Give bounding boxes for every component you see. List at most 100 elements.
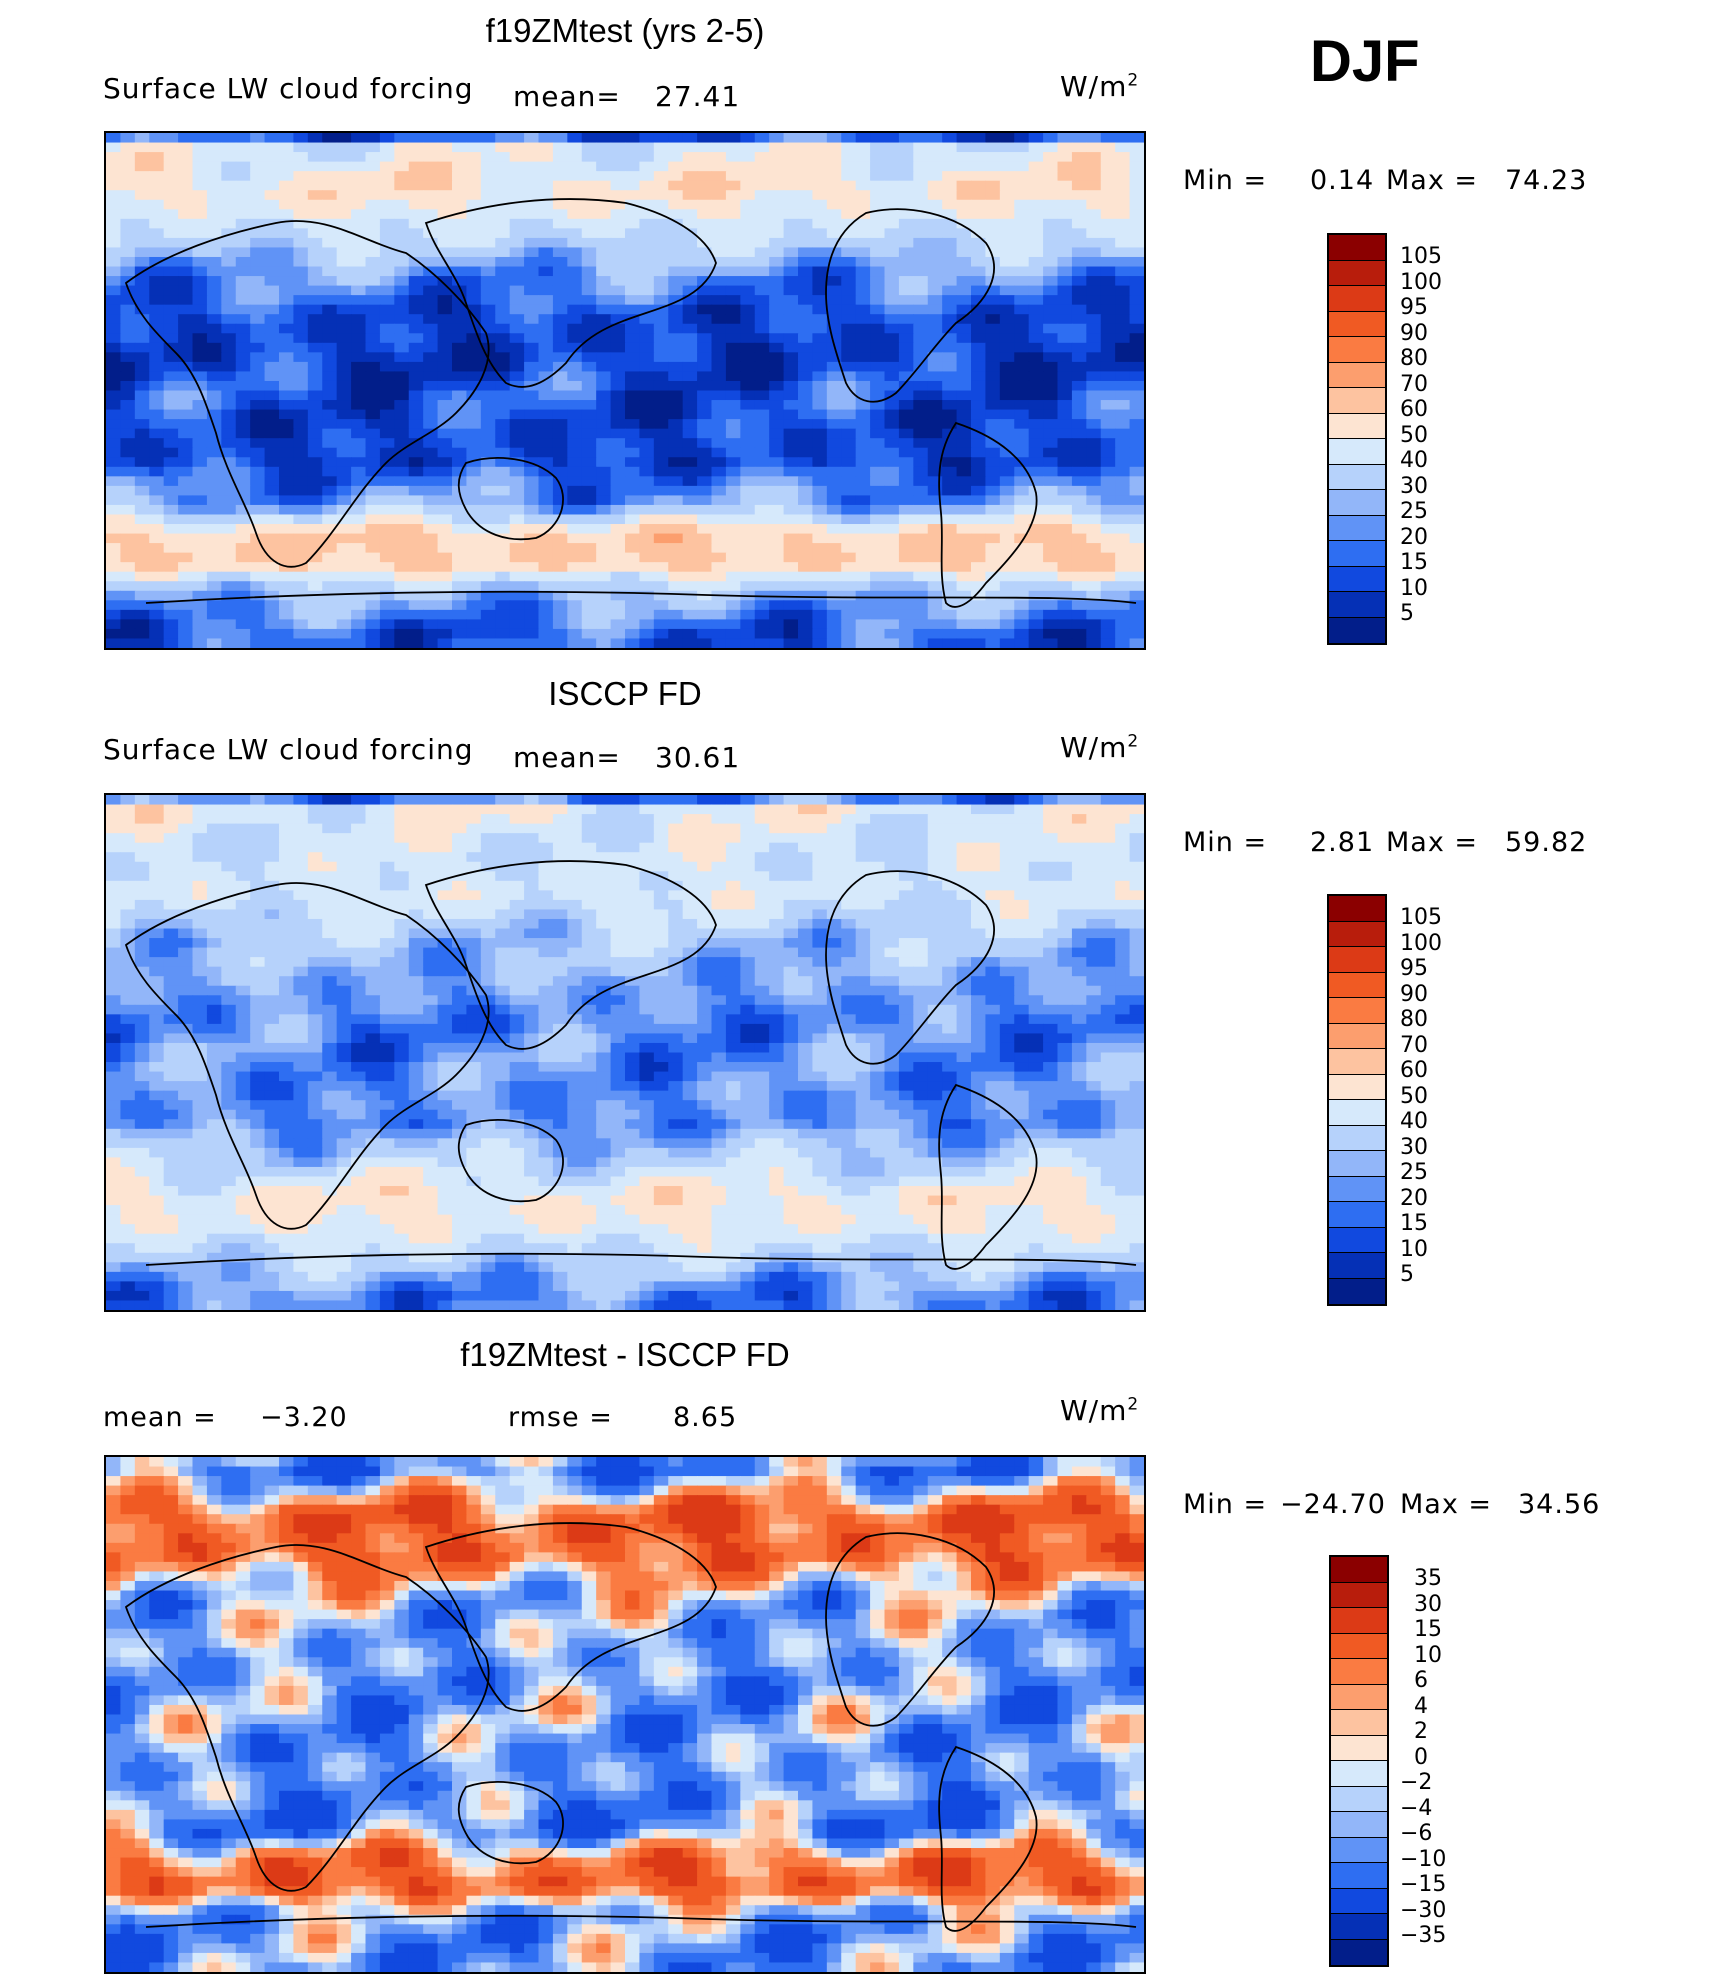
map-cell bbox=[134, 342, 150, 353]
map-cell bbox=[913, 266, 929, 277]
map-cell bbox=[769, 495, 785, 506]
map-cell bbox=[725, 928, 741, 939]
map-cell bbox=[351, 804, 367, 815]
map-cell bbox=[307, 237, 323, 249]
map-cell bbox=[999, 619, 1015, 630]
map-cell bbox=[1014, 380, 1030, 392]
map-cell bbox=[149, 476, 165, 487]
map-cell bbox=[1115, 390, 1131, 401]
map-cell bbox=[250, 171, 266, 182]
map-cell bbox=[971, 533, 987, 544]
map-cell bbox=[394, 823, 410, 834]
map-cell bbox=[913, 890, 929, 901]
map-cell bbox=[1100, 899, 1116, 911]
map-cell bbox=[106, 228, 122, 239]
map-cell bbox=[884, 152, 900, 163]
map-cell bbox=[509, 371, 525, 382]
map-cell bbox=[192, 600, 208, 611]
map-cell bbox=[250, 247, 266, 258]
map-cell bbox=[120, 524, 136, 535]
map-cell bbox=[942, 171, 958, 182]
map-cell bbox=[221, 371, 237, 382]
map-cell bbox=[798, 504, 814, 516]
map-cell bbox=[639, 466, 655, 477]
map-cell bbox=[1086, 543, 1102, 554]
map-cell bbox=[1028, 209, 1044, 220]
map-cell bbox=[711, 266, 727, 277]
map-cell bbox=[581, 180, 597, 191]
map-cell bbox=[855, 342, 871, 353]
map-cell bbox=[408, 199, 424, 210]
map-cell bbox=[466, 871, 482, 882]
map-cell bbox=[1115, 438, 1131, 449]
map-cell bbox=[235, 142, 251, 153]
map-cell bbox=[610, 909, 626, 920]
map-cell bbox=[625, 476, 641, 487]
map-cell bbox=[567, 237, 583, 249]
map-cell bbox=[307, 323, 323, 334]
map-cell bbox=[279, 476, 295, 487]
map-cell bbox=[509, 342, 525, 353]
map-cell bbox=[206, 495, 222, 506]
map-cell bbox=[610, 380, 626, 392]
map-cell bbox=[1014, 514, 1030, 525]
map-cell bbox=[552, 562, 568, 573]
map-cell bbox=[452, 524, 468, 535]
map-cell bbox=[870, 142, 886, 153]
map-cell bbox=[250, 342, 266, 353]
map-cell bbox=[495, 495, 511, 506]
map-cell bbox=[264, 419, 280, 430]
map-cell bbox=[437, 428, 453, 439]
map-cell bbox=[625, 276, 641, 287]
map-cell bbox=[423, 314, 439, 325]
map-cell bbox=[293, 237, 309, 249]
map-cell bbox=[1057, 466, 1073, 477]
map-cell bbox=[307, 861, 323, 872]
map-cell bbox=[1100, 342, 1116, 353]
map-cell bbox=[394, 333, 410, 344]
map-cell bbox=[985, 142, 1001, 153]
map-cell bbox=[798, 409, 814, 420]
map-cell bbox=[596, 285, 612, 296]
map-cell bbox=[697, 228, 713, 239]
map-cell bbox=[956, 457, 972, 468]
map-cell bbox=[163, 352, 179, 363]
colorbar-swatch bbox=[1329, 592, 1385, 618]
map-cell bbox=[625, 237, 641, 249]
map-cell bbox=[625, 247, 641, 258]
map-cell bbox=[942, 504, 958, 516]
map-cell bbox=[307, 833, 323, 844]
map-cell bbox=[725, 314, 741, 325]
map-cell bbox=[538, 485, 554, 497]
map-cell bbox=[495, 457, 511, 468]
map-cell bbox=[898, 514, 914, 525]
map-cell bbox=[1043, 628, 1059, 640]
map-cell bbox=[596, 638, 612, 648]
map-cell bbox=[639, 524, 655, 535]
map-cell bbox=[1086, 852, 1102, 863]
map-cell bbox=[1100, 400, 1116, 411]
map-cell bbox=[437, 899, 453, 911]
map-cell bbox=[812, 152, 828, 163]
map-cell bbox=[682, 562, 698, 573]
map-cell bbox=[206, 600, 222, 611]
map-cell bbox=[149, 795, 165, 806]
map-cell bbox=[798, 304, 814, 315]
map-cell bbox=[1028, 352, 1044, 363]
map-cell bbox=[913, 237, 929, 249]
map-cell bbox=[206, 899, 222, 911]
map-cell bbox=[596, 909, 612, 920]
map-cell bbox=[898, 133, 914, 144]
map-cell bbox=[826, 918, 842, 930]
map-cell bbox=[524, 342, 540, 353]
map-cell bbox=[653, 152, 669, 163]
map-cell bbox=[653, 533, 669, 544]
map-cell bbox=[394, 409, 410, 420]
map-cell bbox=[423, 590, 439, 601]
map-cell bbox=[1086, 918, 1102, 930]
map-cell bbox=[192, 276, 208, 287]
map-cell bbox=[163, 285, 179, 296]
map-cell bbox=[221, 833, 237, 844]
map-cell bbox=[927, 466, 943, 477]
map-cell bbox=[408, 590, 424, 601]
